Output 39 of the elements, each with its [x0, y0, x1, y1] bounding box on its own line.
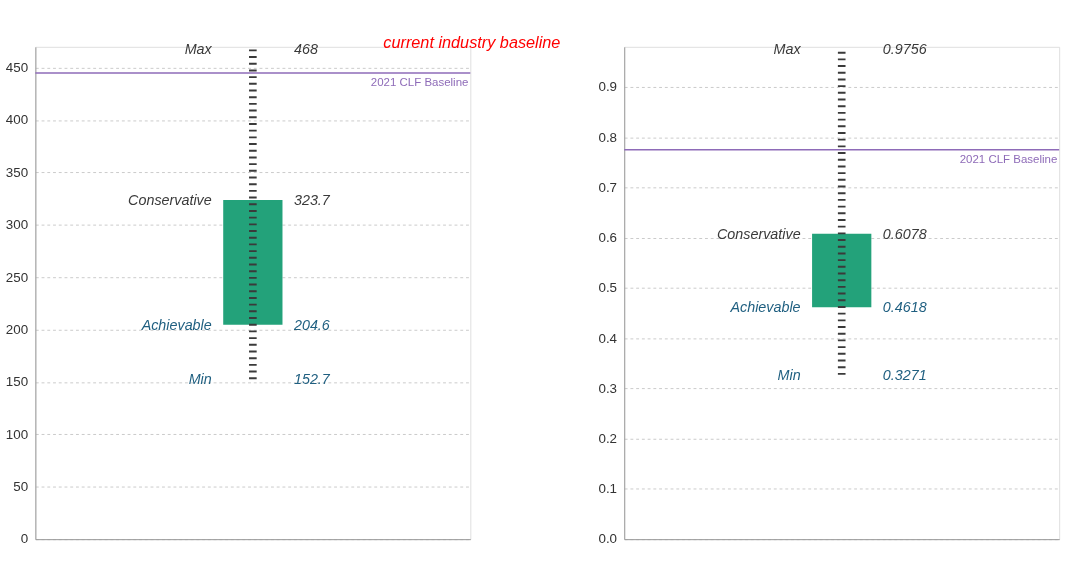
y-tick-label: 0.4: [598, 330, 618, 346]
annotation: 468: [293, 40, 318, 57]
annotation: Min: [777, 366, 801, 383]
annotation: Conservative: [128, 191, 212, 208]
y-tick-label: 0.0: [598, 531, 618, 547]
y-tick-label: 250: [5, 269, 29, 285]
y-tick-label: 0.8: [598, 129, 618, 145]
y-tick-label: 50: [13, 479, 29, 495]
y-tick-label: 450: [5, 60, 29, 76]
annotation: 152.7: [293, 370, 331, 387]
y-tick-label: 0.2: [598, 430, 618, 446]
annotation: Max: [773, 40, 802, 57]
y-tick-label: 0.7: [598, 179, 618, 195]
annotation: Achievable: [729, 298, 801, 315]
y-tick-label: 0: [20, 531, 29, 547]
annotation: current industry baseline: [383, 32, 561, 51]
annotation: Achievable: [140, 316, 212, 333]
annotation: 0.3271: [882, 366, 927, 383]
annotation: Conservative: [716, 225, 801, 242]
ref-line-label: 2021 CLF Baseline: [959, 153, 1058, 166]
y-tick-label: 100: [5, 426, 29, 442]
y-tick-label: 0.5: [598, 280, 618, 296]
y-tick-label: 150: [5, 374, 29, 390]
y-tick-label: 300: [5, 217, 29, 233]
y-tick-label: 0.9: [598, 79, 618, 95]
y-tick-label: 0.1: [598, 481, 618, 497]
y-tick-label: 350: [5, 164, 29, 180]
y-tick-label: 0.6: [598, 230, 618, 246]
ref-line-label: 2021 CLF Baseline: [370, 76, 469, 89]
annotation: Max: [184, 40, 213, 57]
annotation: 0.4618: [882, 298, 927, 315]
annotation: 0.6078: [882, 225, 927, 242]
y-tick-label: 200: [5, 321, 29, 337]
annotation: Min: [188, 370, 212, 387]
annotation: 204.6: [292, 316, 330, 333]
y-tick-label: 400: [5, 112, 29, 128]
annotation: 0.9756: [882, 40, 927, 57]
y-tick-label: 0.3: [598, 380, 618, 396]
annotation: 323.7: [293, 191, 331, 208]
